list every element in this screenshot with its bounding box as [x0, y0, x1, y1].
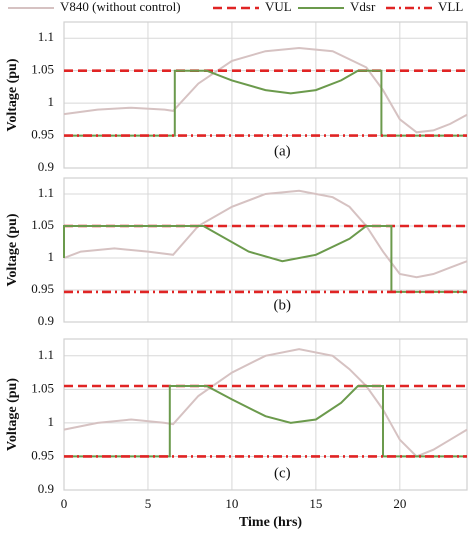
series-line	[64, 69, 467, 137]
series-line	[63, 225, 467, 293]
y-tick-label: 1.05	[31, 217, 54, 232]
y-tick-label: 1	[48, 414, 55, 429]
y-tick-label: 1	[48, 249, 55, 264]
y-tick-label: 0.9	[38, 481, 54, 496]
panel-annotation: (b)	[274, 297, 292, 313]
y-tick-label: 0.95	[31, 127, 54, 142]
panel-annotation: (c)	[274, 465, 291, 481]
y-tick-label: 1.1	[38, 29, 54, 44]
y-tick-label: 1.1	[38, 185, 54, 200]
x-tick-label: 20	[393, 496, 406, 511]
legend-label: VUL	[265, 0, 292, 14]
y-tick-label: 1.05	[31, 380, 54, 395]
y-tick-label: 1	[48, 94, 55, 109]
panel-annotation: (a)	[274, 143, 291, 159]
series-line	[63, 348, 468, 458]
plot-frame	[63, 21, 468, 169]
x-axis-label: Time (hrs)	[239, 515, 302, 530]
legend-label: V840 (without control)	[60, 0, 181, 14]
plot-frame	[63, 338, 468, 491]
y-tick-label: 1.1	[38, 347, 54, 362]
y-tick-label: 0.95	[31, 447, 54, 462]
series-line	[63, 46, 468, 134]
series-line	[63, 189, 468, 279]
x-tick-label: 0	[61, 496, 68, 511]
y-tick-label: 0.9	[38, 313, 54, 328]
y-axis-label: Voltage (pu)	[5, 213, 20, 286]
x-tick-label: 10	[225, 496, 238, 511]
x-tick-label: 5	[145, 496, 152, 511]
y-tick-label: 0.9	[38, 159, 54, 174]
y-axis-label: Voltage (pu)	[5, 58, 20, 131]
y-tick-label: 1.05	[31, 62, 54, 77]
legend-label: Vdsr	[350, 0, 376, 14]
x-tick-label: 15	[309, 496, 322, 511]
y-axis-label: Voltage (pu)	[5, 378, 20, 451]
series-line	[64, 385, 467, 458]
y-tick-label: 0.95	[31, 281, 54, 296]
legend-label: VLL	[438, 0, 463, 14]
